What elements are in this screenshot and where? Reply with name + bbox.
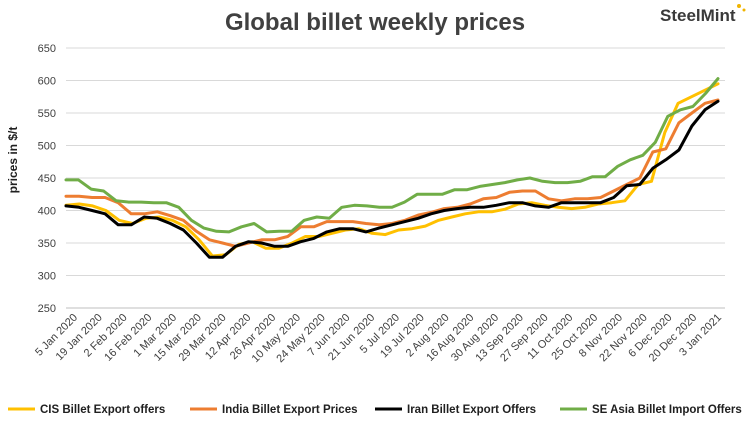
legend-label: SE Asia Billet Import Offers [592, 404, 742, 416]
series-line [64, 82, 720, 258]
y-tick-label: 650 [38, 43, 56, 55]
gridlines [66, 47, 725, 309]
y-tick-label: 500 [38, 141, 56, 153]
legend-label: Iran Billet Export Offers [407, 404, 536, 416]
y-axis-title: prices in $/t [6, 127, 20, 194]
chart-title: Global billet weekly prices [225, 9, 525, 36]
y-tick-label: 250 [38, 303, 56, 315]
y-tick-label: 550 [38, 108, 56, 120]
y-tick-label: 450 [38, 173, 56, 185]
brand-dots [737, 4, 746, 12]
y-axis-ticks: 250 300 350 400 450 500 550 600 650 [38, 43, 56, 315]
legend-label: CIS Billet Export offers [40, 404, 165, 416]
legend: CIS Billet Export offers India Billet Exp… [8, 404, 742, 416]
series-line [64, 99, 720, 259]
series-line [64, 77, 720, 234]
legend-label: India Billet Export Prices [222, 404, 357, 416]
series-lines [64, 77, 720, 259]
y-tick-label: 400 [38, 206, 56, 218]
y-tick-label: 350 [38, 238, 56, 250]
y-tick-label: 300 [38, 271, 56, 283]
y-tick-label: 600 [38, 76, 56, 88]
brand-logo: SteelMint [660, 6, 736, 25]
